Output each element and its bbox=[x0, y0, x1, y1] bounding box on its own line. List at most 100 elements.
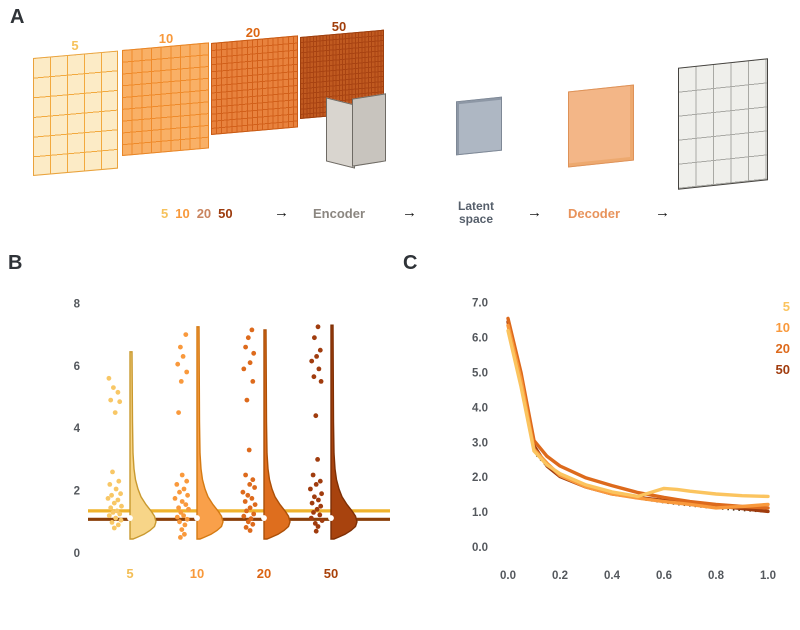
jitter-point bbox=[179, 472, 185, 478]
jitter-point bbox=[311, 510, 316, 515]
c-y-tick-label: 7.0 bbox=[472, 298, 488, 310]
dotted-reference-line bbox=[507, 326, 769, 513]
jitter-point bbox=[111, 385, 116, 390]
jitter-point bbox=[119, 503, 124, 509]
jitter-point bbox=[243, 472, 249, 478]
jitter-point bbox=[109, 520, 115, 525]
jitter-point bbox=[182, 522, 188, 528]
c-y-tick-label: 4.0 bbox=[472, 402, 488, 414]
jitter-point bbox=[251, 511, 257, 517]
jitter-point bbox=[115, 522, 121, 528]
grid-size-label: 10 bbox=[158, 31, 174, 46]
jitter-point bbox=[116, 478, 122, 484]
jitter-point bbox=[315, 324, 321, 330]
jitter-point bbox=[250, 379, 256, 384]
jitter-point bbox=[106, 375, 112, 381]
jitter-point bbox=[250, 477, 256, 483]
jitter-point bbox=[183, 332, 189, 337]
b-y-tick-label: 0 bbox=[74, 548, 80, 560]
right-arrow-icon: → bbox=[527, 204, 542, 221]
violin-10 bbox=[196, 326, 224, 540]
jitter-point bbox=[107, 482, 113, 487]
legend-entry-20: 20 bbox=[776, 341, 790, 356]
jitter-point bbox=[109, 492, 114, 498]
c-y-tick-label: 6.0 bbox=[472, 333, 488, 345]
jitter-point bbox=[178, 510, 184, 515]
flow-size-20: 20 bbox=[196, 206, 212, 221]
median-dot bbox=[194, 515, 200, 521]
jitter-point bbox=[311, 374, 317, 380]
jitter-point bbox=[184, 369, 190, 375]
line-series-20 bbox=[506, 316, 770, 510]
jitter-point bbox=[252, 485, 257, 490]
jitter-point bbox=[185, 492, 191, 498]
line-series-10 bbox=[506, 323, 770, 510]
right-arrow-icon: → bbox=[655, 204, 670, 221]
jitter-point bbox=[110, 469, 115, 475]
jitter-point bbox=[309, 500, 315, 506]
jitter-point bbox=[310, 472, 316, 478]
jitter-point bbox=[241, 513, 247, 519]
jitter-point bbox=[183, 502, 189, 507]
median-dot bbox=[261, 515, 267, 521]
jitter-point bbox=[316, 366, 322, 372]
jitter-point bbox=[112, 410, 118, 415]
c-x-tick-label: 0.6 bbox=[656, 570, 672, 582]
jitter-point bbox=[308, 486, 313, 492]
legend-entry-10: 10 bbox=[776, 320, 790, 335]
c-y-tick-label: 0.0 bbox=[472, 542, 488, 554]
jitter-point bbox=[314, 506, 320, 512]
jitter-point bbox=[111, 525, 117, 531]
jitter-point bbox=[177, 519, 182, 525]
jitter-point bbox=[240, 489, 246, 495]
jitter-point bbox=[176, 505, 182, 511]
jitter-point bbox=[318, 379, 324, 384]
jitter-point bbox=[245, 335, 251, 341]
c-x-tick-label: 0.4 bbox=[604, 570, 621, 582]
b-x-tick-label: 10 bbox=[190, 566, 204, 581]
jitter-point bbox=[243, 525, 249, 530]
jitter-point bbox=[245, 519, 251, 525]
jitter-point bbox=[317, 478, 323, 484]
jitter-point bbox=[180, 354, 186, 359]
decoder-label: Decoder bbox=[568, 206, 621, 221]
jitter-point bbox=[312, 494, 317, 500]
grid-size-label: 50 bbox=[331, 19, 347, 34]
jitter-point bbox=[251, 350, 257, 356]
right-arrow-icon: → bbox=[402, 204, 417, 221]
jitter-point bbox=[174, 482, 180, 487]
jitter-point bbox=[110, 510, 116, 515]
flow-size-5: 5 bbox=[161, 206, 169, 221]
jitter-point bbox=[317, 347, 323, 353]
jitter-point bbox=[312, 335, 317, 341]
jitter-point bbox=[179, 499, 185, 504]
jitter-point bbox=[319, 491, 324, 497]
median-dot bbox=[127, 515, 133, 521]
latent-space-label-line2: space bbox=[458, 212, 494, 226]
jitter-point bbox=[313, 413, 319, 419]
jitter-point bbox=[245, 492, 251, 498]
jitter-point bbox=[244, 508, 249, 514]
jitter-point bbox=[249, 496, 255, 501]
jitter-point bbox=[106, 513, 112, 518]
jitter-point bbox=[175, 361, 181, 367]
right-arrow-icon: → bbox=[274, 204, 289, 221]
b-x-tick-label: 50 bbox=[324, 566, 338, 581]
jitter-point bbox=[182, 531, 187, 537]
jitter-point bbox=[115, 497, 121, 503]
jitter-point bbox=[117, 511, 123, 517]
jitter-point bbox=[108, 397, 114, 403]
c-x-tick-label: 1.0 bbox=[760, 570, 776, 582]
jitter-point bbox=[111, 500, 117, 506]
jitter-point bbox=[249, 327, 255, 333]
jitter-point bbox=[118, 517, 124, 523]
panel-a-letter: A bbox=[10, 6, 25, 28]
jitter-point bbox=[117, 399, 123, 405]
c-x-tick-label: 0.8 bbox=[708, 570, 725, 582]
flow-sizes: 5 10 20 50 bbox=[161, 206, 240, 221]
violin-5 bbox=[129, 351, 157, 540]
line-series-5 bbox=[506, 328, 770, 499]
encoder-label: Encoder bbox=[313, 206, 366, 221]
